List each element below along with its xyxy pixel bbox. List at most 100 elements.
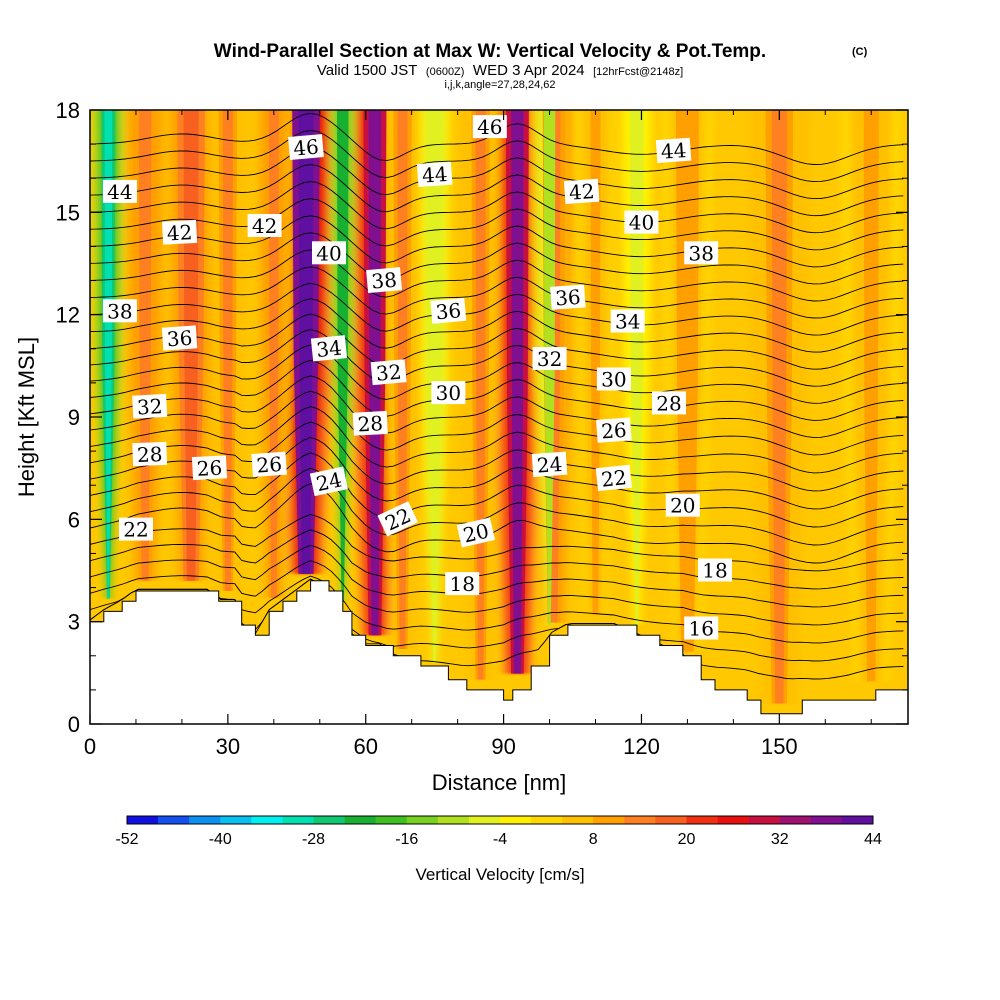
contour-label-30: 24 bbox=[531, 451, 568, 478]
downdraft-band-0-level-3 bbox=[104, 110, 113, 599]
theta-contour-31 bbox=[90, 359, 904, 421]
contour-label-25: 28 bbox=[652, 391, 686, 415]
y-axis-label: Height [Kft MSL] bbox=[14, 337, 39, 497]
theta-contour-23 bbox=[90, 483, 904, 564]
contour-label-text: 16 bbox=[688, 617, 713, 641]
contour-label-14: 36 bbox=[430, 297, 467, 324]
contour-label-text: 46 bbox=[292, 134, 319, 160]
contour-label-box bbox=[684, 241, 719, 265]
contour-label-text: 40 bbox=[629, 211, 654, 235]
contour-label-21: 30 bbox=[431, 381, 466, 405]
contour-label-text: 36 bbox=[166, 326, 193, 352]
contour-label-box bbox=[684, 616, 719, 640]
contour-label-text: 42 bbox=[166, 220, 193, 245]
contour-label-box bbox=[610, 309, 645, 333]
colorbar-swatch bbox=[841, 816, 874, 824]
contour-label-text: 40 bbox=[316, 241, 341, 265]
contour-label-12: 38 bbox=[684, 241, 719, 265]
contour-label-35: 20 bbox=[665, 493, 700, 518]
contour-label-2: 44 bbox=[102, 179, 137, 204]
contour-label-box bbox=[596, 367, 631, 391]
contour-label-box bbox=[532, 347, 567, 370]
contour-label-box bbox=[655, 137, 692, 164]
colorbar-tick-label: 44 bbox=[864, 831, 882, 848]
contour-label-text: 32 bbox=[136, 394, 163, 419]
grid-indices: i,j,k,angle=27,28,24,62 bbox=[444, 79, 555, 91]
theta-contour-19 bbox=[90, 560, 904, 626]
theta-contour-17 bbox=[90, 578, 904, 662]
x-tick-label: 150 bbox=[761, 734, 798, 759]
contour-label-text: 34 bbox=[315, 336, 343, 363]
contour-label-text: 36 bbox=[554, 285, 581, 311]
colorbar-swatch bbox=[375, 816, 408, 824]
theta-contour-24 bbox=[90, 467, 904, 546]
theta-contour-34 bbox=[90, 313, 904, 370]
colorbar-swatch bbox=[686, 816, 718, 824]
contour-label-box bbox=[370, 359, 407, 386]
contour-label-box bbox=[595, 464, 632, 492]
contour-label-text: 36 bbox=[435, 298, 462, 324]
colorbar-swatch bbox=[282, 816, 314, 824]
colorbar-swatch bbox=[593, 816, 625, 824]
contour-label-box bbox=[119, 517, 153, 541]
x-axis: 0 30 60 90 120 150 bbox=[84, 110, 872, 759]
contour-label-text: 44 bbox=[421, 162, 448, 188]
contour-label-text: 22 bbox=[123, 518, 148, 542]
contour-label-27: 26 bbox=[251, 451, 287, 478]
theta-contour-29 bbox=[90, 390, 904, 456]
colorbar-swatch bbox=[500, 816, 532, 824]
contour-label-7: 42 bbox=[563, 178, 600, 205]
contour-label-13: 36 bbox=[161, 325, 198, 352]
contour-label-box bbox=[456, 517, 496, 548]
theta-contour-25 bbox=[90, 452, 904, 528]
colorbar-swatch bbox=[344, 816, 376, 824]
contour-label-4: 44 bbox=[655, 137, 692, 164]
contour-label-text: 26 bbox=[600, 418, 627, 444]
y-tick-label: 3 bbox=[68, 610, 80, 635]
valid-time: Valid 1500 JST bbox=[317, 62, 418, 79]
contour-label-26: 26 bbox=[191, 455, 228, 481]
contour-label-box bbox=[445, 572, 480, 596]
contour-label-24: 28 bbox=[352, 410, 388, 436]
contour-label-text: 26 bbox=[256, 452, 283, 478]
x-tick-label: 30 bbox=[216, 734, 240, 759]
contour-label-11: 38 bbox=[366, 267, 402, 294]
colorbar-tick-label: 8 bbox=[589, 831, 598, 848]
contour-label-box bbox=[665, 493, 700, 517]
contour-label-23: 28 bbox=[132, 441, 168, 467]
theta-contour-39 bbox=[90, 232, 904, 285]
contour-label-box bbox=[531, 451, 568, 477]
contour-label-box bbox=[312, 241, 346, 265]
contour-label-text: 42 bbox=[568, 179, 595, 205]
theta-contour-38 bbox=[90, 249, 904, 302]
valid-date: WED 3 Apr 2024 bbox=[473, 62, 585, 79]
contour-label-1: 46 bbox=[472, 115, 507, 139]
contour-label-box bbox=[288, 134, 324, 160]
colorbar-swatch bbox=[562, 816, 594, 824]
contour-label-34: 20 bbox=[456, 517, 496, 548]
contour-label-0: 46 bbox=[288, 134, 324, 161]
contour-label-text: 22 bbox=[600, 465, 628, 492]
contour-label-text: 46 bbox=[477, 115, 502, 139]
contour-label-text: 38 bbox=[107, 299, 132, 323]
x-tick-label: 90 bbox=[491, 734, 515, 759]
colorbar-swatch bbox=[717, 816, 749, 824]
contour-label-38: 16 bbox=[684, 616, 719, 641]
contour-label-text: 44 bbox=[660, 138, 687, 164]
contour-label-box bbox=[191, 455, 228, 481]
theta-contour-36 bbox=[90, 282, 904, 336]
contour-label-text: 34 bbox=[615, 310, 640, 334]
downdraft-band-4-level-3 bbox=[633, 110, 641, 626]
theta-contour-18 bbox=[90, 575, 904, 644]
contour-label-box bbox=[251, 451, 287, 477]
theta-contour-27 bbox=[90, 421, 904, 492]
y-tick-label: 0 bbox=[68, 712, 80, 737]
contour-label-box bbox=[596, 417, 632, 443]
contour-label-text: 20 bbox=[461, 518, 491, 547]
theta-contour-32 bbox=[90, 344, 904, 404]
plot-area: 46 46 44 44 44 42 42 42 40 40 38 38 38 36 36 36 34 34 32 32… bbox=[90, 110, 908, 724]
contour-label-box bbox=[310, 335, 348, 362]
contour-label-box bbox=[430, 297, 467, 324]
colorbar-tick-label: 32 bbox=[771, 831, 789, 848]
contour-label-box bbox=[102, 179, 137, 203]
